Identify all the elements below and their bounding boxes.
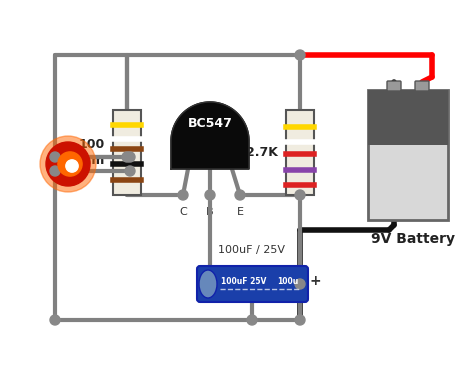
Bar [286, 110, 314, 195]
Circle shape [205, 190, 215, 200]
FancyBboxPatch shape [415, 81, 429, 91]
Circle shape [125, 166, 135, 176]
Bar [368, 90, 448, 220]
Circle shape [295, 279, 305, 289]
Circle shape [125, 152, 135, 162]
FancyBboxPatch shape [387, 81, 401, 91]
FancyBboxPatch shape [197, 266, 308, 302]
Polygon shape [171, 102, 249, 169]
Text: 2.7K: 2.7K [246, 146, 278, 159]
Text: +: + [310, 274, 322, 288]
Circle shape [50, 166, 60, 176]
Ellipse shape [199, 270, 217, 298]
Circle shape [178, 190, 188, 200]
Circle shape [50, 315, 60, 325]
Circle shape [50, 152, 60, 162]
Circle shape [40, 136, 96, 192]
Circle shape [235, 190, 245, 200]
Circle shape [247, 315, 257, 325]
Circle shape [295, 190, 305, 200]
Text: 9V Battery: 9V Battery [371, 232, 455, 246]
Bar [113, 110, 141, 195]
Text: 100u: 100u [277, 278, 299, 286]
Text: 100uF 25V: 100uF 25V [221, 278, 267, 286]
Text: 100uF / 25V: 100uF / 25V [219, 245, 285, 255]
Circle shape [295, 50, 305, 60]
Text: 100
ohm: 100 ohm [74, 139, 105, 167]
Text: E: E [237, 207, 244, 217]
Bar [368, 90, 448, 145]
Circle shape [122, 152, 132, 162]
Text: BC547: BC547 [188, 117, 232, 130]
Text: C: C [179, 207, 187, 217]
Circle shape [295, 315, 305, 325]
Circle shape [66, 160, 78, 172]
Circle shape [58, 152, 82, 176]
Circle shape [46, 142, 90, 186]
Text: B: B [206, 207, 214, 217]
